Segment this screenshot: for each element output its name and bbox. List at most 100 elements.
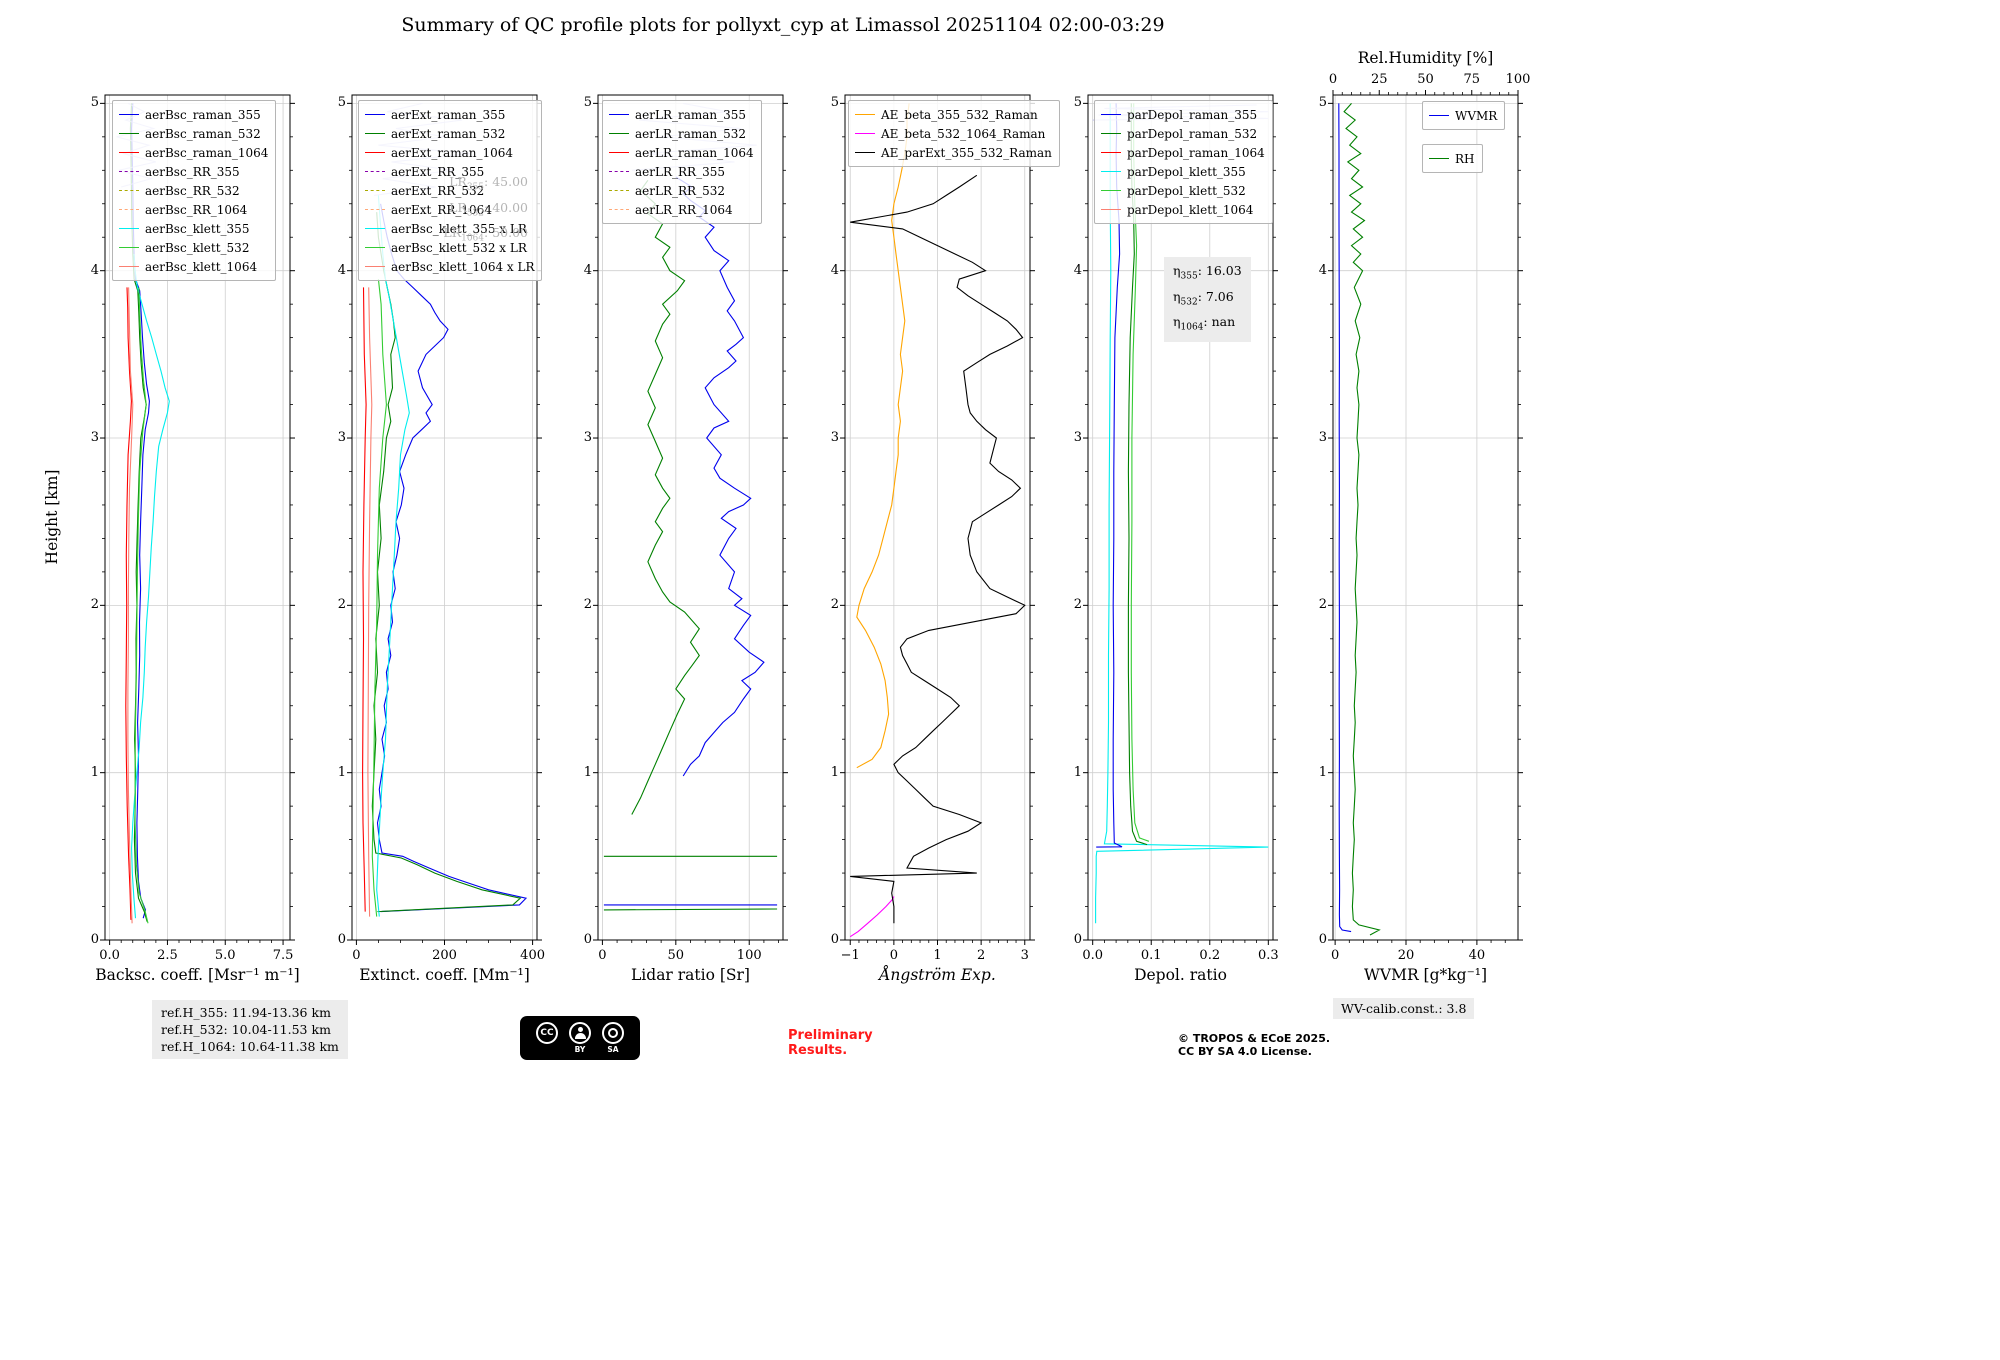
legend-label: aerBsc_klett_1064 x LR — [391, 259, 535, 274]
cc-icon: CC — [536, 1022, 558, 1044]
legend-line-sample — [119, 247, 139, 248]
legend-entry: aerBsc_raman_355 — [119, 105, 268, 124]
legend-entry: aerExt_raman_1064 — [365, 143, 534, 162]
series-aerBsc_klett_532 x LR — [371, 279, 387, 917]
legend-label: AE_parExt_355_532_Raman — [881, 145, 1052, 160]
legend-line-sample — [609, 152, 629, 153]
x-tick-label: 0 — [1330, 948, 1340, 963]
y-tick-label: 3 — [90, 430, 99, 446]
legend-label: aerLR_raman_532 — [635, 126, 747, 141]
legend-label: parDepol_raman_355 — [1127, 107, 1258, 122]
y-tick-label: 2 — [830, 597, 839, 613]
x-tick-label: 20 — [1397, 948, 1415, 963]
reference-heights-note: ref.H_355: 11.94-13.36 km ref.H_532: 10.… — [152, 1000, 348, 1059]
series-aerBsc_raman_1064 — [125, 287, 132, 920]
x-tick-label: −1 — [840, 948, 860, 963]
y-tick-label: 4 — [90, 262, 99, 278]
legend-entry: parDepol_raman_355 — [1101, 105, 1265, 124]
series-aerLR_raman_532 — [631, 179, 700, 815]
series-AE_beta_532_1064_Raman — [849, 896, 895, 938]
x-tick-label: 50 — [667, 948, 685, 963]
y-tick-label: 5 — [90, 95, 99, 111]
y-tick-label: 4 — [337, 262, 346, 278]
legend-line-sample — [609, 133, 629, 134]
y-tick-label: 2 — [583, 597, 592, 613]
sa-label: SA — [607, 1045, 619, 1054]
legend-panel-depol: parDepol_raman_355 parDepol_raman_532 parD… — [1094, 100, 1273, 224]
y-tick-label: 4 — [1073, 262, 1082, 278]
legend-entry: aerBsc_klett_1064 — [119, 257, 268, 276]
top-tick-label: 100 — [1505, 72, 1531, 87]
legend-line-sample — [365, 190, 385, 191]
y-axis-label: Height [km] — [43, 469, 61, 565]
legend-line-sample — [855, 133, 875, 134]
x-axis-label: Extinct. coeff. [Mm⁻¹] — [359, 966, 530, 984]
y-tick-label: 1 — [583, 764, 592, 780]
legend-label: aerBsc_RR_355 — [145, 164, 240, 179]
x-tick-label: 0.0 — [1082, 948, 1104, 963]
legend-label: aerExt_RR_532 — [391, 183, 485, 198]
legend-label: WVMR — [1455, 108, 1498, 123]
x-axis-label: WVMR [g*kg⁻¹] — [1363, 966, 1488, 984]
legend-entry: aerLR_raman_1064 — [609, 143, 754, 162]
by-label: BY — [574, 1045, 586, 1054]
annotation-extinction: LR355: 45.00 LR532: 40.00 LR1064: 50.00 — [443, 174, 528, 244]
y-tick-label: 3 — [1318, 430, 1327, 446]
legend-line-sample — [365, 266, 385, 267]
top-tick-label: 50 — [1417, 72, 1434, 87]
x-axis-label: Backsc. coeff. [Msr⁻¹ m⁻¹] — [95, 966, 300, 984]
legend-line-sample — [119, 266, 139, 267]
y-tick-label: 1 — [90, 764, 99, 780]
legend-label: parDepol_klett_355 — [1127, 164, 1246, 179]
top-tick-label: 0 — [1328, 72, 1338, 87]
series-parDepol_klett_355 — [1095, 103, 1269, 924]
annotation-depol: η355: 16.03 η532: 7.06 η1064: nan — [1164, 257, 1251, 342]
x-tick-label: 400 — [520, 948, 545, 963]
legend-line-sample — [365, 152, 385, 153]
preliminary-note: Preliminary Results. — [788, 1028, 873, 1058]
x-tick-label: 7.5 — [272, 948, 294, 963]
legend-line-sample — [1101, 152, 1121, 153]
legend-line-sample — [119, 114, 139, 115]
legend-entry: aerBsc_raman_532 — [119, 124, 268, 143]
x-tick-label: 3 — [1020, 948, 1029, 963]
legend-entry: parDepol_klett_355 — [1101, 162, 1265, 181]
legend-entry: aerBsc_klett_355 x LR — [365, 219, 534, 238]
series-WVMR — [1338, 103, 1352, 933]
series-aerBsc_klett_355 x LR — [376, 195, 410, 917]
y-tick-label: 4 — [830, 262, 839, 278]
series-AE_beta_355_532_Raman — [856, 103, 910, 769]
legend-line-sample — [365, 171, 385, 172]
legend-label: parDepol_raman_1064 — [1127, 145, 1265, 160]
legend-entry: aerBsc_RR_355 — [119, 162, 268, 181]
legend-line-sample — [119, 133, 139, 134]
legend-entry: aerExt_raman_532 — [365, 124, 534, 143]
series-aerLR_532_low_spike_2 — [603, 908, 778, 911]
legend-line-sample — [119, 228, 139, 229]
y-tick-label: 0 — [90, 932, 99, 947]
legend-entry: aerExt_RR_532 — [365, 181, 534, 200]
x-tick-label: 100 — [736, 948, 762, 963]
x-tick-label: 5.0 — [214, 948, 236, 963]
legend-label: aerExt_RR_1064 — [391, 202, 492, 217]
legend-line-sample — [365, 114, 385, 115]
cc-circle: CC — [536, 1022, 558, 1044]
x-tick-label: 0 — [889, 948, 898, 963]
y-tick-label: 0 — [1073, 932, 1082, 947]
y-tick-label: 2 — [337, 597, 346, 613]
x-tick-label: 0.1 — [1140, 948, 1162, 963]
series-aerExt_raman_355 — [376, 203, 528, 913]
y-tick-label: 4 — [1318, 262, 1327, 278]
legend-label: aerBsc_RR_1064 — [145, 202, 248, 217]
legend-line-sample — [365, 247, 385, 248]
y-tick-label: 1 — [1073, 764, 1082, 780]
legend-label: parDepol_klett_1064 — [1127, 202, 1254, 217]
legend-label: parDepol_klett_532 — [1127, 183, 1246, 198]
x-tick-label: 0 — [352, 948, 361, 963]
legend-label: aerLR_RR_1064 — [635, 202, 733, 217]
x-tick-label: 0.3 — [1257, 948, 1279, 963]
series-aerExt_raman_1064 — [362, 287, 367, 912]
y-tick-label: 3 — [583, 430, 592, 446]
